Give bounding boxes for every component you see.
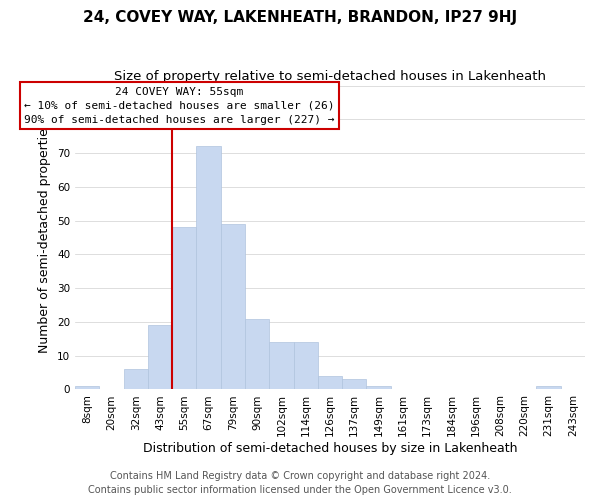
Title: Size of property relative to semi-detached houses in Lakenheath: Size of property relative to semi-detach… — [114, 70, 546, 83]
Y-axis label: Number of semi-detached properties: Number of semi-detached properties — [38, 122, 52, 353]
Bar — [75, 386, 100, 390]
Bar — [536, 386, 561, 390]
Bar — [148, 326, 172, 390]
Text: Contains HM Land Registry data © Crown copyright and database right 2024.
Contai: Contains HM Land Registry data © Crown c… — [88, 471, 512, 495]
X-axis label: Distribution of semi-detached houses by size in Lakenheath: Distribution of semi-detached houses by … — [143, 442, 517, 455]
Bar — [318, 376, 342, 390]
Bar — [124, 369, 148, 390]
Bar — [196, 146, 221, 390]
Bar — [293, 342, 318, 390]
Text: 24, COVEY WAY, LAKENHEATH, BRANDON, IP27 9HJ: 24, COVEY WAY, LAKENHEATH, BRANDON, IP27… — [83, 10, 517, 25]
Bar — [245, 318, 269, 390]
Bar — [221, 224, 245, 390]
Bar — [342, 380, 367, 390]
Text: 24 COVEY WAY: 55sqm
← 10% of semi-detached houses are smaller (26)
90% of semi-d: 24 COVEY WAY: 55sqm ← 10% of semi-detach… — [24, 87, 335, 125]
Bar — [269, 342, 293, 390]
Bar — [172, 228, 196, 390]
Bar — [367, 386, 391, 390]
